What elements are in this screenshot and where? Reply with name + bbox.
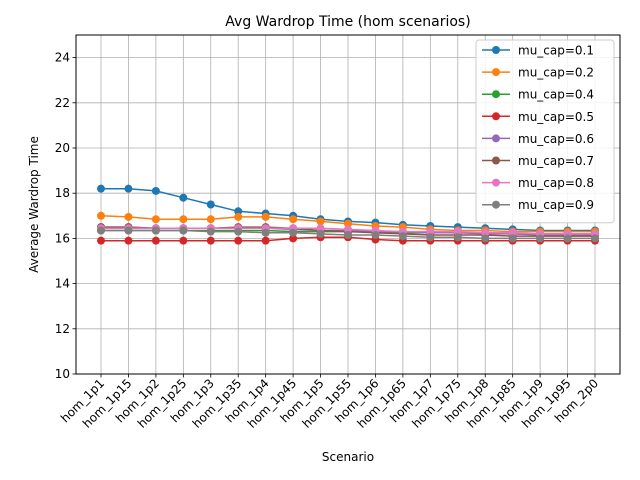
data-point bbox=[344, 231, 352, 240]
data-point bbox=[124, 236, 133, 245]
x-axis-label: Scenario bbox=[322, 450, 374, 464]
series-mu-cap-0-9 bbox=[97, 226, 599, 243]
legend-marker bbox=[492, 112, 500, 121]
data-point bbox=[426, 233, 435, 242]
data-point bbox=[234, 236, 243, 245]
legend-marker bbox=[492, 178, 500, 187]
legend-item: mu_cap=0.1 bbox=[482, 44, 594, 58]
data-point bbox=[481, 228, 490, 237]
data-point bbox=[97, 211, 105, 220]
data-point bbox=[151, 215, 160, 224]
data-point bbox=[179, 193, 188, 202]
data-point bbox=[261, 212, 270, 221]
data-point bbox=[453, 233, 462, 242]
data-point bbox=[508, 234, 517, 243]
data-point bbox=[536, 234, 545, 243]
data-point bbox=[344, 225, 352, 234]
legend-item: mu_cap=0.4 bbox=[482, 88, 594, 102]
data-point bbox=[151, 186, 160, 195]
data-point bbox=[344, 219, 352, 228]
data-point bbox=[563, 234, 572, 243]
y-tick-label: 20 bbox=[55, 141, 70, 155]
y-axis-label: Average Wardrop Time bbox=[27, 136, 41, 273]
legend-label: mu_cap=0.4 bbox=[518, 88, 594, 102]
y-tick-label: 12 bbox=[55, 322, 70, 336]
data-point bbox=[234, 227, 243, 236]
data-point bbox=[316, 217, 325, 226]
legend-label: mu_cap=0.8 bbox=[518, 176, 594, 190]
legend-item: mu_cap=0.6 bbox=[482, 132, 594, 146]
y-tick-label: 14 bbox=[55, 277, 70, 291]
legend-marker bbox=[492, 156, 500, 165]
data-point bbox=[124, 184, 133, 193]
data-point bbox=[371, 231, 380, 240]
data-point bbox=[261, 228, 270, 237]
data-point bbox=[124, 226, 133, 235]
data-point bbox=[316, 224, 325, 233]
legend-marker bbox=[492, 200, 500, 209]
legend-label: mu_cap=0.6 bbox=[518, 132, 594, 146]
data-point bbox=[398, 232, 407, 241]
legend-item: mu_cap=0.9 bbox=[482, 198, 594, 212]
series-layer bbox=[97, 184, 599, 245]
data-point bbox=[179, 215, 188, 224]
data-point bbox=[206, 215, 215, 224]
y-tick-label: 16 bbox=[55, 231, 70, 245]
legend-box bbox=[475, 39, 615, 224]
y-tick-label: 24 bbox=[55, 51, 70, 65]
y-tick-label: 10 bbox=[55, 367, 70, 381]
data-point bbox=[234, 212, 243, 221]
data-point bbox=[97, 226, 105, 235]
data-point bbox=[179, 226, 188, 235]
data-point bbox=[206, 236, 215, 245]
data-point bbox=[179, 236, 188, 245]
data-point bbox=[453, 227, 462, 236]
data-point bbox=[97, 236, 105, 245]
legend-label: mu_cap=0.9 bbox=[518, 198, 594, 212]
y-tick-label: 22 bbox=[55, 96, 70, 110]
chart-title: Avg Wardrop Time (hom scenarios) bbox=[225, 14, 470, 30]
data-point bbox=[97, 184, 105, 193]
data-point bbox=[151, 226, 160, 235]
data-point bbox=[124, 212, 133, 221]
data-point bbox=[426, 227, 435, 236]
legend-item: mu_cap=0.8 bbox=[482, 176, 594, 190]
data-point bbox=[206, 227, 215, 236]
legend: mu_cap=0.1 mu_cap=0.2 mu_cap=0.4 mu_cap=0.5… bbox=[475, 39, 615, 224]
legend-item: mu_cap=0.7 bbox=[482, 154, 594, 168]
y-tick-label: 18 bbox=[55, 186, 70, 200]
legend-marker bbox=[492, 68, 500, 77]
data-point bbox=[206, 200, 215, 209]
legend-label: mu_cap=0.7 bbox=[518, 154, 594, 168]
data-point bbox=[316, 229, 325, 238]
legend-marker bbox=[492, 134, 500, 143]
data-point bbox=[508, 228, 517, 237]
data-point bbox=[261, 236, 270, 245]
data-point bbox=[289, 215, 298, 224]
legend-marker bbox=[492, 46, 500, 54]
data-point bbox=[151, 236, 160, 245]
legend-marker bbox=[492, 90, 500, 99]
grid bbox=[76, 35, 620, 375]
data-point bbox=[234, 207, 243, 216]
data-point bbox=[289, 234, 298, 243]
data-point bbox=[481, 234, 490, 243]
data-point bbox=[289, 228, 298, 237]
data-point bbox=[591, 234, 599, 243]
legend-item: mu_cap=0.2 bbox=[482, 66, 594, 80]
legend-label: mu_cap=0.2 bbox=[518, 66, 594, 80]
legend-label: mu_cap=0.5 bbox=[518, 110, 594, 124]
legend-item: mu_cap=0.5 bbox=[482, 110, 594, 124]
legend-label: mu_cap=0.1 bbox=[518, 44, 594, 58]
